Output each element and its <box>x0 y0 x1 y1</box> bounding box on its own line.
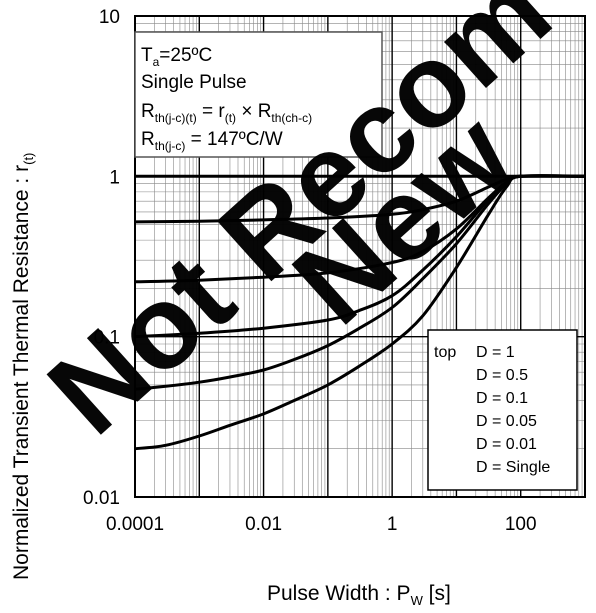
legend-entry: D = Single <box>476 459 550 476</box>
legend-entries: D = 1 D = 0.5 D = 0.1 D = 0.05 D = 0.01 D = S… <box>476 344 550 476</box>
legend-top-label: top <box>434 344 456 361</box>
legend-entry: D = 0.5 <box>476 367 528 384</box>
legend: top D = 1D = 0.5D = 0.1D = 0.05D = 0.01D… <box>427 329 578 491</box>
condition-ambient-temp: Ta=25ºC <box>141 45 212 69</box>
y-tick-label: 0.1 <box>94 328 120 349</box>
x-tick-label: 0.0001 <box>106 514 164 535</box>
legend-frame <box>427 329 578 491</box>
series-line-4 <box>134 174 586 391</box>
y-tick-label: 1 <box>109 167 120 188</box>
y-tick-labels: 0.01 0.1 1 10 <box>83 7 120 509</box>
condition-single-pulse: Single Pulse <box>141 72 247 93</box>
condition-rth-value: Rth(j-c) = 147ºC/W <box>141 129 283 153</box>
conditions-box: Ta=25ºC Single Pulse Rth(j-c)(t) = r(t) … <box>134 31 383 158</box>
x-axis-label: Pulse Width : PW [s] <box>267 582 451 608</box>
y-tick-label: 0.01 <box>83 488 120 509</box>
y-tick-label: 10 <box>99 7 120 28</box>
x-tick-label: 0.01 <box>245 514 282 535</box>
series-line-5 <box>134 174 586 451</box>
legend-entry: D = 0.01 <box>476 436 537 453</box>
condition-rth-formula: Rth(j-c)(t) = r(t) × Rth(ch-c) <box>141 101 312 125</box>
conditions-box-frame <box>134 31 383 158</box>
x-tick-label: 1 <box>387 514 398 535</box>
y-axis-label: Normalized Transient Thermal Resistance … <box>10 153 36 580</box>
x-tick-label: 100 <box>505 514 537 535</box>
x-tick-labels: 0.0001 0.01 1 100 <box>106 514 537 535</box>
plot-frame <box>134 15 586 498</box>
legend-entry: D = 0.1 <box>476 390 528 407</box>
data-curves <box>134 174 586 451</box>
legend-entry: D = 1 <box>476 344 515 361</box>
legend-entry: D = 0.05 <box>476 413 537 430</box>
